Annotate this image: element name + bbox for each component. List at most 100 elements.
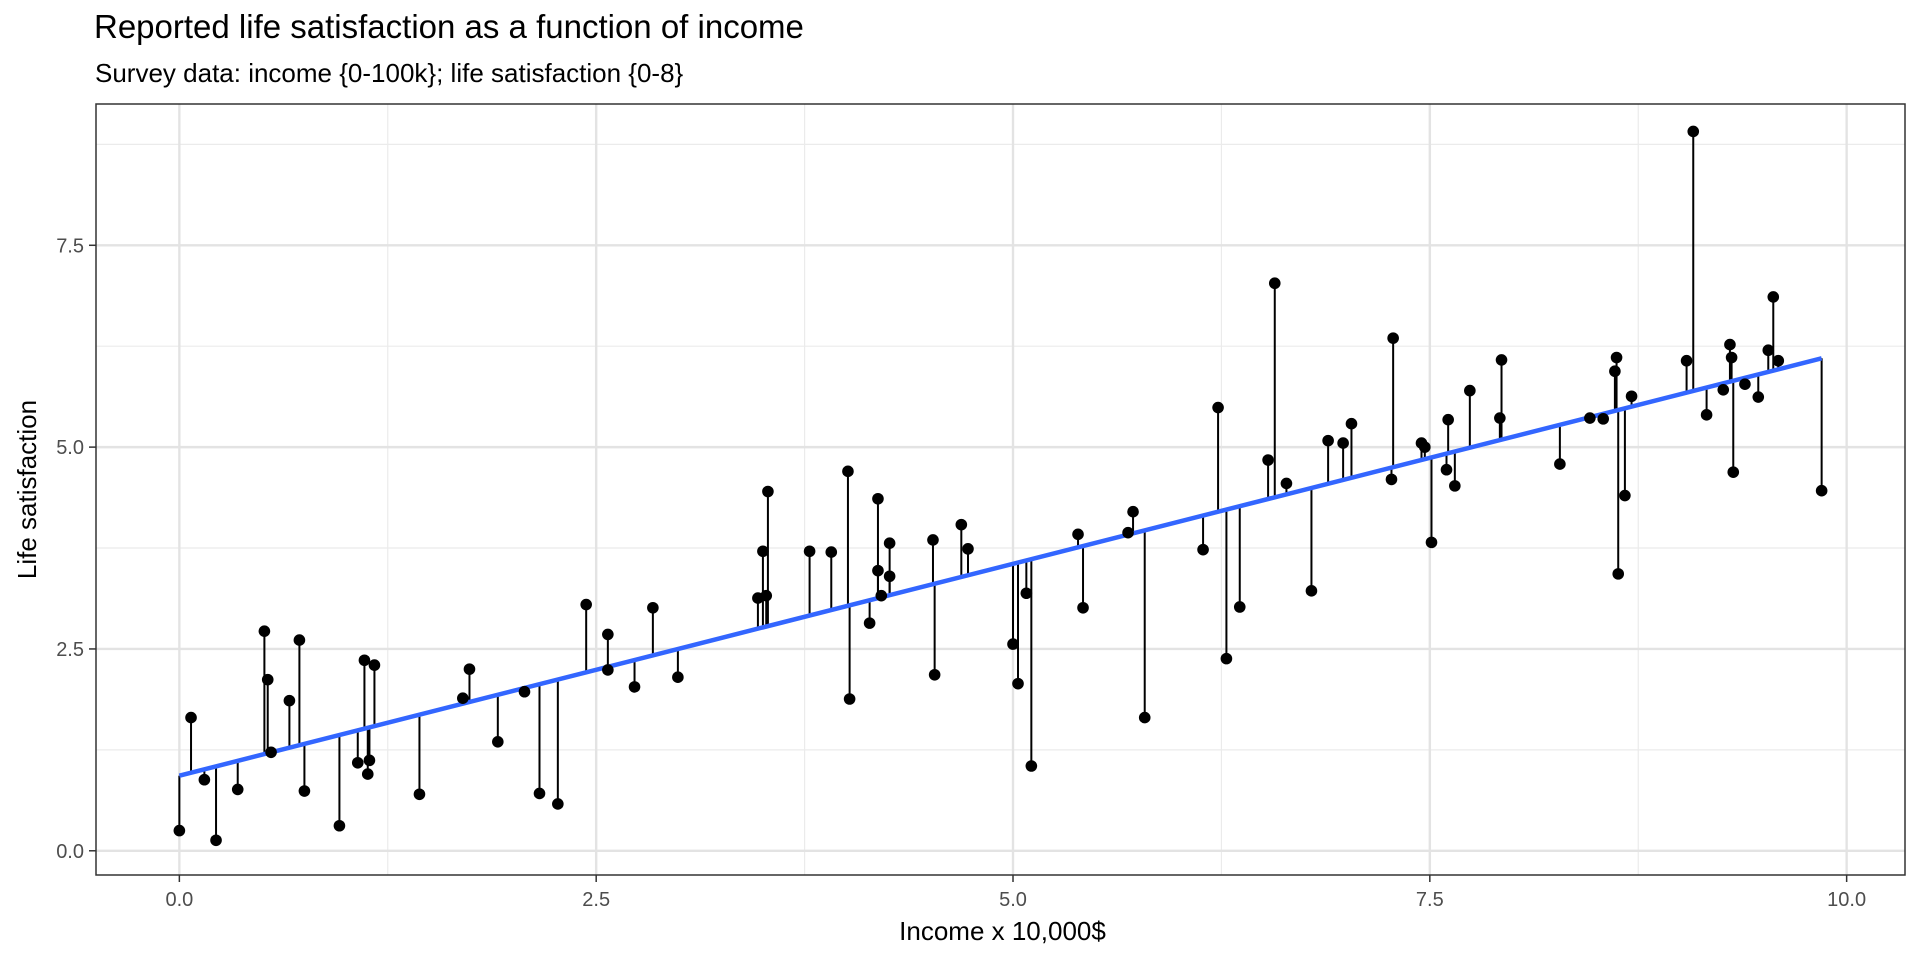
data-point [760,589,773,602]
data-point [1767,291,1780,303]
minor-gridlines [96,104,1905,875]
data-point [1680,354,1693,367]
data-point [351,756,364,769]
data-point [1739,378,1751,390]
data-point [927,534,939,546]
data-point [283,694,296,707]
data-point [368,659,381,671]
data-point [1554,458,1566,470]
data-point [518,685,531,698]
regression-line-group [178,356,1823,778]
y-tick-label: 5.0 [56,437,84,459]
data-point [1345,417,1358,430]
data-point [1610,351,1623,364]
major-gridlines [96,104,1905,875]
data-point [1268,277,1281,290]
data-point [231,783,244,796]
data-point [1725,351,1738,364]
data-point [580,598,592,611]
y-tick-label: 0.0 [56,841,84,863]
data-point [258,625,271,637]
plot-panel [96,104,1905,875]
data-point [1212,401,1224,414]
data-point [863,617,876,629]
data-point [1700,409,1713,421]
x-tick-label: 7.5 [1416,889,1444,911]
data-point [185,711,197,724]
data-point [757,545,769,558]
data-point [1442,413,1454,426]
data-point [962,543,974,555]
data-point [210,834,222,847]
data-point [533,787,546,800]
data-point [1494,412,1506,424]
data-point [1625,390,1638,403]
data-point [602,664,614,676]
data-point [333,819,346,832]
data-point [265,746,277,759]
data-point [1609,365,1621,378]
data-point [825,546,838,558]
data-point [1717,383,1730,396]
data-point [803,545,816,558]
data-point [1752,391,1765,403]
data-point [492,735,504,748]
y-axis-title: Life satisfaction [12,400,42,579]
data-point [602,628,614,641]
data-point [261,673,274,686]
data-point [1687,125,1700,138]
data-point [1727,466,1740,478]
x-axis: 0.0 2.5 5.0 7.5 10.0 [165,875,1866,911]
data-points [173,125,1828,847]
data-point [358,654,371,667]
data-point [883,537,896,549]
data-point [1449,480,1461,492]
data-point [1425,536,1438,549]
plot-border [95,103,1906,876]
data-point [1012,677,1024,690]
x-tick-label: 10.0 [1827,889,1866,911]
data-point [173,824,186,837]
data-point [1619,489,1631,502]
x-axis-title: Income x 10,000$ [899,916,1106,946]
data-point [955,518,968,531]
x-tick-label: 2.5 [582,889,610,911]
data-point [883,570,896,583]
data-point [1612,568,1625,580]
data-point [1385,473,1398,486]
chart-subtitle: Survey data: income {0-100k}; life satis… [95,58,684,88]
x-tick-label: 0.0 [165,889,193,911]
regression-line [178,356,1823,778]
data-point [1077,601,1089,614]
data-point [1138,711,1151,724]
data-point [875,589,888,602]
data-point [1815,484,1828,497]
data-point [1495,354,1508,366]
data-point [1584,412,1596,424]
data-point [552,798,564,810]
data-point [628,681,641,693]
data-point [1020,587,1033,600]
data-point [1419,441,1431,453]
data-point [198,773,211,786]
data-point [298,785,311,797]
y-axis: 0.0 2.5 5.0 7.5 [56,235,96,863]
data-point [363,754,376,767]
data-point [843,693,856,705]
data-point [1127,505,1139,518]
x-tick-label: 5.0 [999,889,1027,911]
data-point [672,671,684,684]
data-point [361,768,374,780]
data-point [413,788,426,801]
data-point [1262,454,1274,466]
data-point [1233,601,1246,613]
data-point [1197,543,1209,556]
data-point [872,564,884,577]
data-point [1025,760,1038,772]
data-point [1724,338,1736,351]
data-point [1772,354,1785,367]
data-point [928,668,941,681]
data-point [293,634,306,646]
data-point [647,601,659,614]
